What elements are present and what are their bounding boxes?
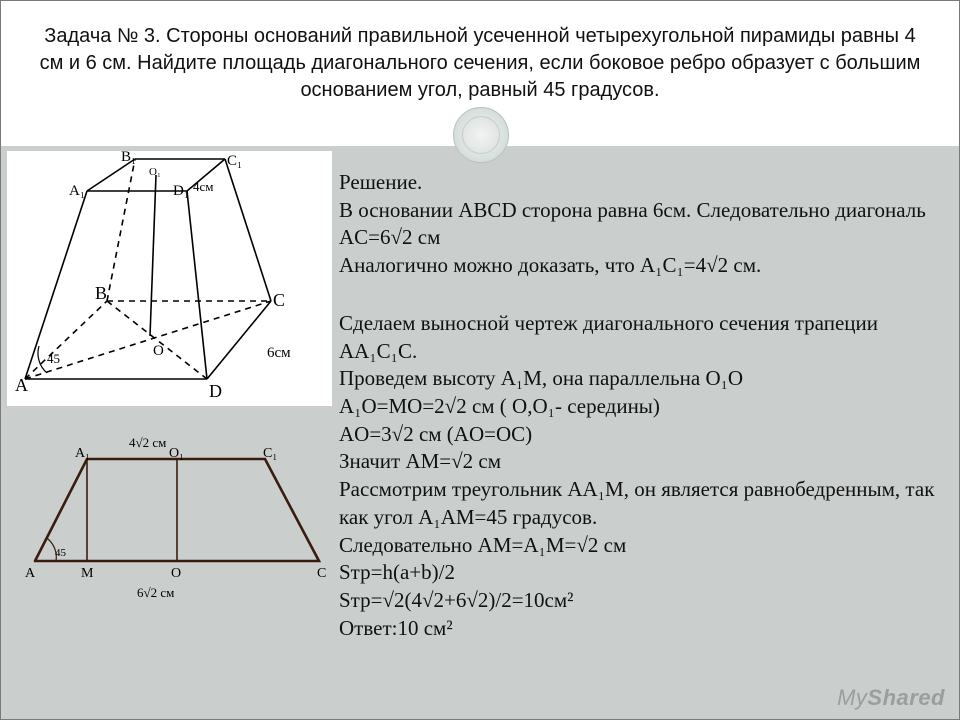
svg-text:A₁: A₁: [69, 183, 85, 199]
solution-text: Решение. В основании ABCD сторона равна …: [339, 169, 939, 643]
problem-statement: Задача № 3. Стороны оснований правильной…: [1, 23, 959, 104]
solution-line: Рассмотрим треугольник AA₁M, он является…: [339, 476, 939, 531]
svg-text:M: M: [81, 566, 94, 581]
solution-line: Сделаем выносной чертеж диагонального се…: [339, 310, 939, 365]
svg-text:O: O: [171, 566, 181, 581]
trap-top-label: 4√2 см: [129, 435, 166, 450]
solution-line: Проведем высоту A₁M, она параллельна O₁O: [339, 365, 939, 393]
solution-line: Значит AM=√2 см: [339, 448, 939, 476]
solution-line: Ответ:10 см²: [339, 615, 939, 643]
svg-text:B₁: B₁: [121, 151, 136, 165]
side-4cm-label: 4см: [193, 179, 214, 194]
solution-line: A₁O=MO=2√2 см ( O,O₁- середины): [339, 393, 939, 421]
watermark: MyShared: [837, 685, 945, 711]
side-6cm-label: 6см: [267, 345, 291, 361]
solution-title: Решение.: [339, 169, 939, 197]
svg-text:A₁: A₁: [75, 446, 90, 461]
solution-line: Sтр=h(a+b)/2: [339, 559, 939, 587]
svg-text:A: A: [25, 566, 36, 581]
spacer: [339, 280, 939, 310]
solution-line: AO=3√2 см (AO=OC): [339, 421, 939, 449]
svg-text:C₁: C₁: [227, 153, 242, 169]
solution-line: Аналогично можно доказать, что A₁C₁=4√2 …: [339, 252, 939, 280]
svg-text:O: O: [153, 343, 164, 359]
svg-text:O₁: O₁: [169, 446, 184, 461]
solution-line: Sтр=√2(4√2+6√2)/2=10см²: [339, 587, 939, 615]
figures-area: A B C D A₁ B₁ C₁ D₁ O₁ O 45 6см 4см: [7, 151, 332, 701]
watermark-part1: My: [837, 685, 867, 710]
watermark-part2: Shared: [867, 685, 945, 710]
solution-line: Следовательно AM=A₁M=√2 см: [339, 532, 939, 560]
ornament-circle: [453, 107, 509, 163]
svg-text:O₁: O₁: [149, 166, 161, 178]
svg-text:C: C: [317, 566, 326, 581]
svg-text:A: A: [15, 375, 28, 395]
angle-45-label: 45: [47, 351, 60, 366]
trapezoid-diagram: A A₁ C₁ C M O O₁ 45 4√2 см 6√2 см: [25, 435, 326, 600]
svg-text:D₁: D₁: [173, 183, 189, 199]
svg-text:C: C: [273, 290, 285, 310]
slide: Задача № 3. Стороны оснований правильной…: [0, 0, 960, 720]
svg-text:D: D: [209, 381, 222, 401]
svg-text:B: B: [95, 283, 107, 303]
trap-bottom-label: 6√2 см: [137, 585, 174, 600]
svg-text:C₁: C₁: [263, 446, 277, 461]
pyramid-panel: [7, 151, 332, 406]
solution-line: В основании ABCD сторона равна 6см. След…: [339, 197, 939, 252]
trap-angle-label: 45: [55, 547, 67, 559]
